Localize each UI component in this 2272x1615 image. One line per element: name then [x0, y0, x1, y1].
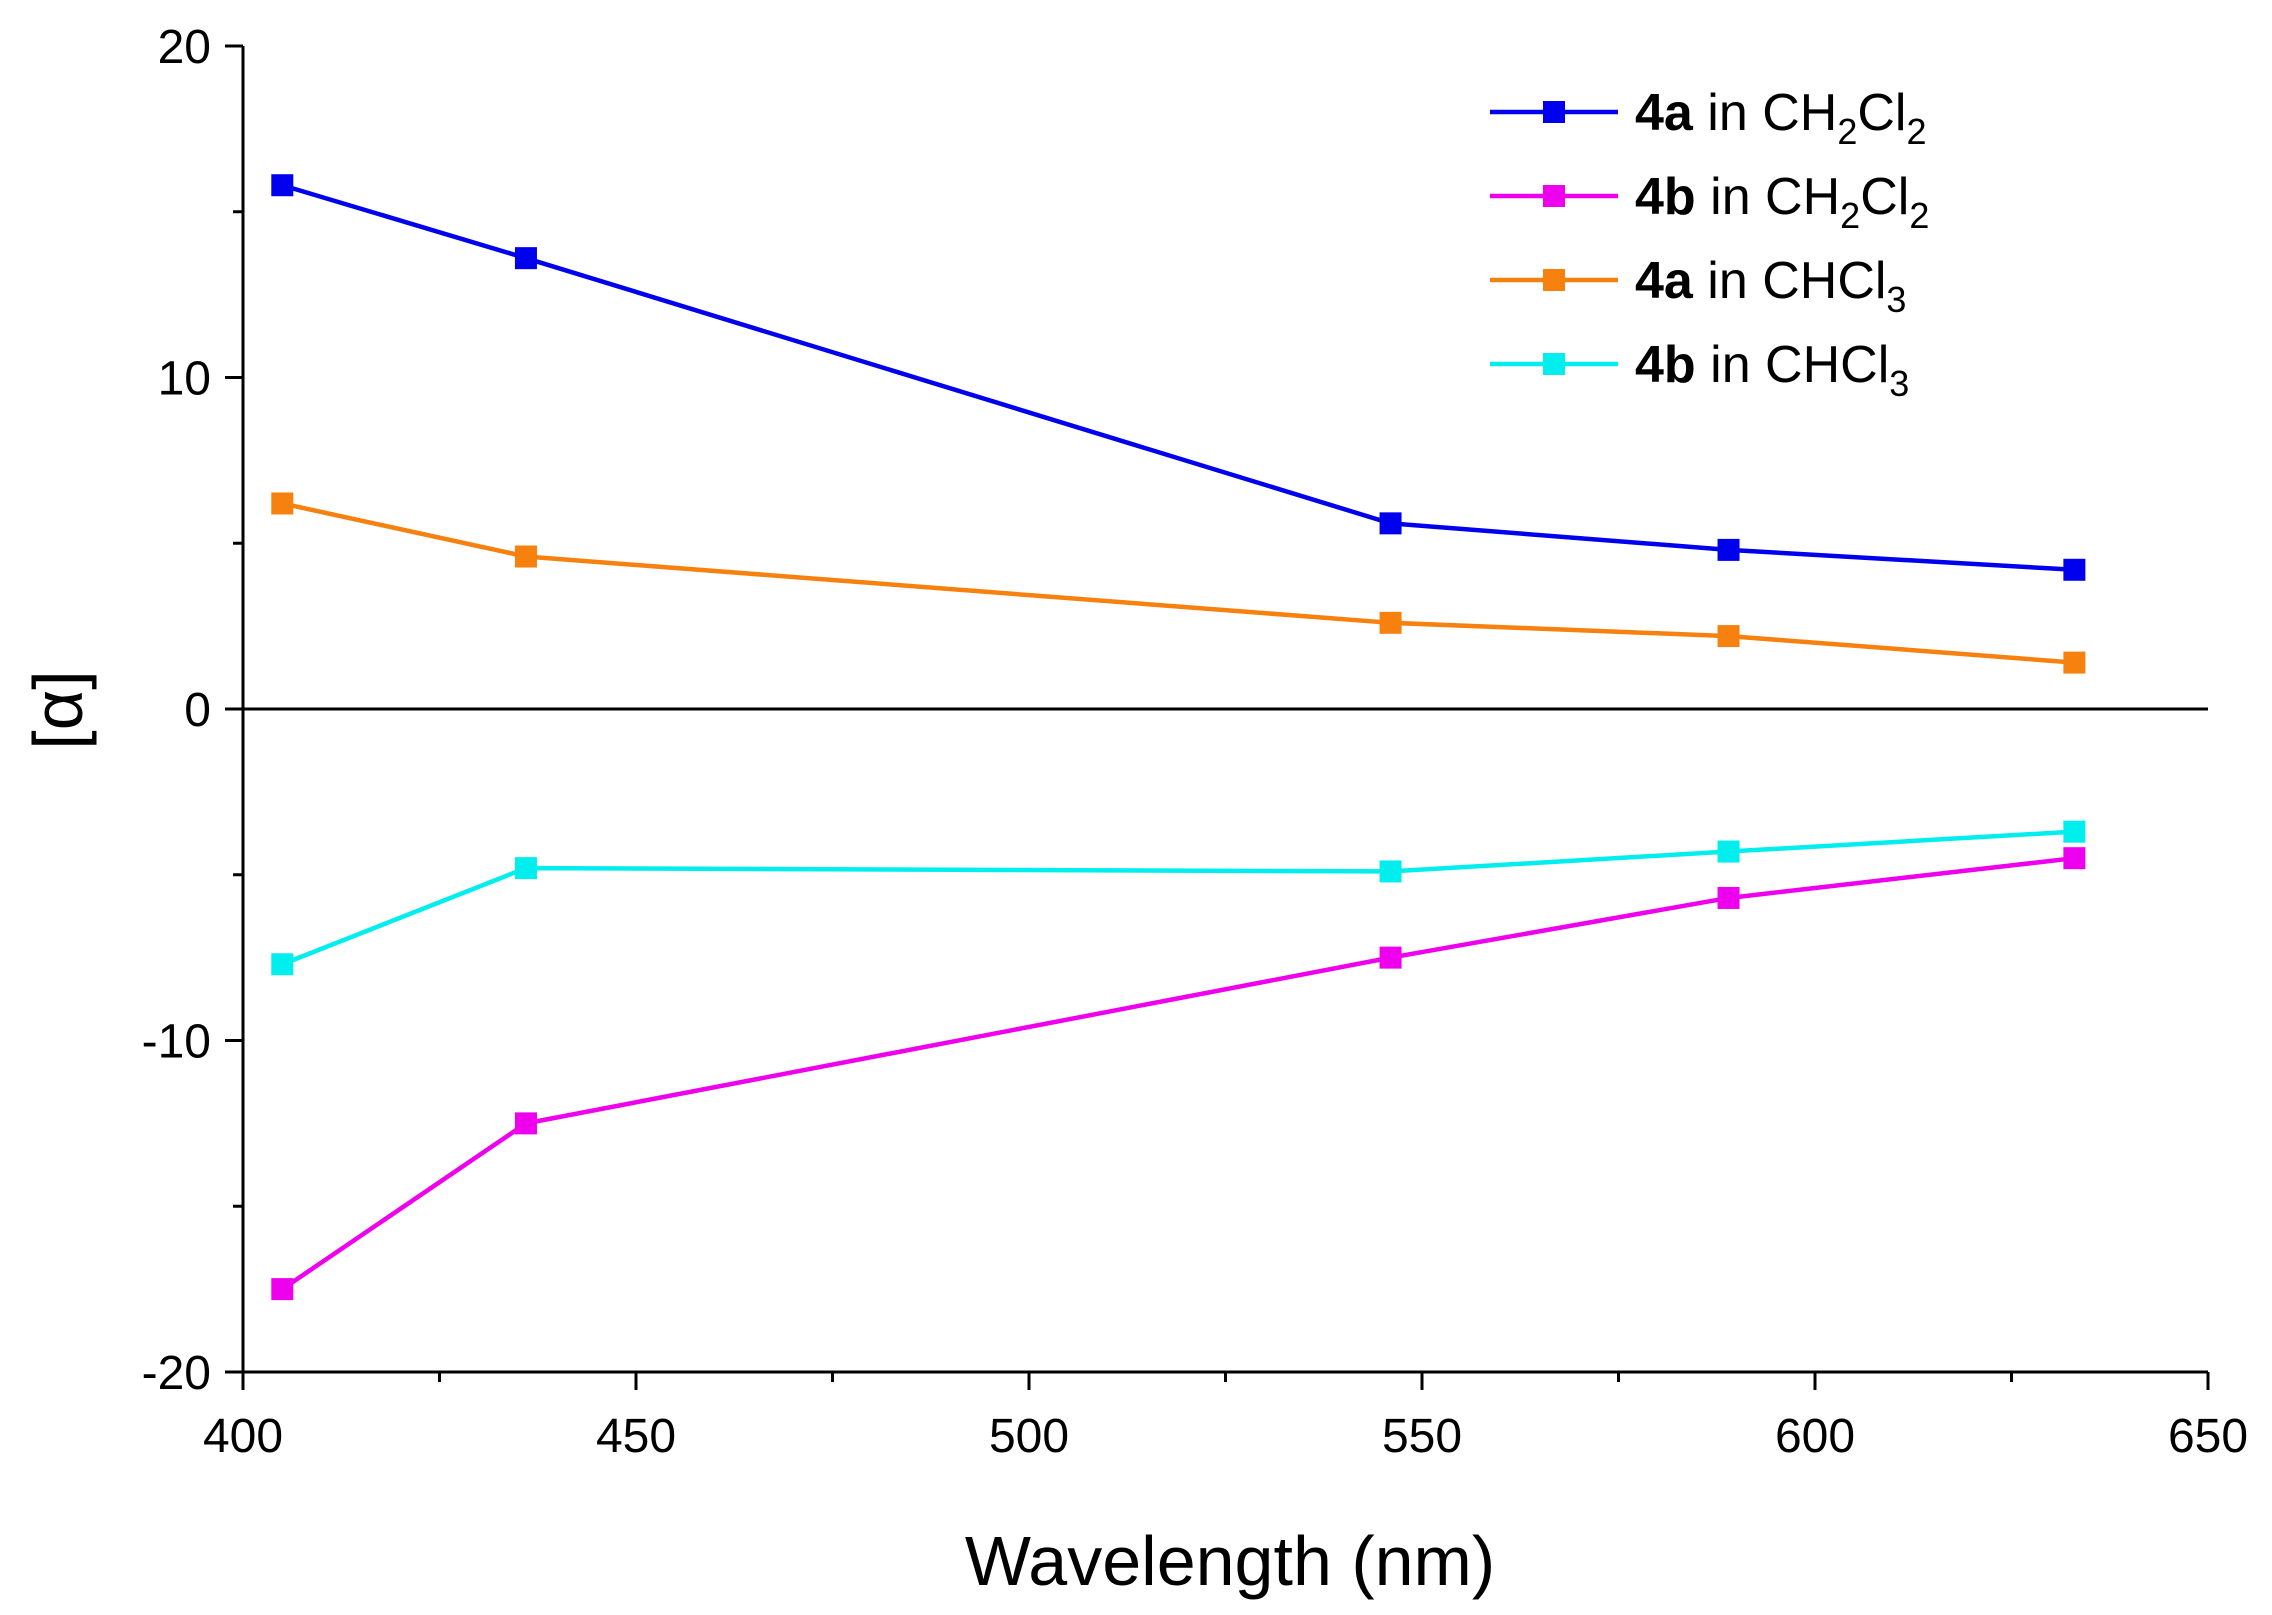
data-point: [271, 953, 294, 976]
x-tick-label: 500: [989, 1410, 1069, 1463]
series-line: [281, 855, 2075, 1291]
data-point: [2063, 820, 2086, 843]
x-tick-label: 650: [2168, 1410, 2248, 1463]
y-axis-title: [α]: [19, 670, 97, 749]
legend-marker: [1543, 269, 1565, 291]
legend-label: 4a in CH2Cl2: [1635, 84, 1927, 152]
data-point: [514, 857, 537, 880]
legend-label: 4b in CH2Cl2: [1635, 168, 1929, 236]
axes: 400 450 500 550 600 650 -20 -10 0 10 20: [142, 21, 2248, 1463]
data-point: [271, 174, 294, 197]
data-point: [514, 247, 537, 270]
data-point: [1717, 886, 1740, 909]
legend-entry: 4b in CH2Cl2: [1490, 168, 1929, 236]
legend-entry: 4a in CHCl3: [1490, 252, 1906, 320]
data-point: [2063, 558, 2086, 581]
data-point: [1717, 840, 1740, 863]
series-line: [281, 501, 2075, 665]
series-line: [281, 829, 2075, 967]
legend-entry: 4b in CHCl3: [1490, 336, 1909, 404]
x-tick-label: 400: [203, 1410, 283, 1463]
data-point: [1717, 625, 1740, 648]
data-point: [2063, 847, 2086, 870]
y-tick-label: -10: [142, 1016, 211, 1069]
series-1: [271, 174, 2086, 581]
legend-marker: [1543, 101, 1565, 123]
data-point: [514, 545, 537, 568]
data-point: [271, 1278, 294, 1301]
data-point: [1379, 946, 1402, 969]
series-layer: [271, 174, 2086, 1301]
data-point: [1379, 611, 1402, 634]
series-2: [271, 847, 2086, 1301]
data-point: [1379, 860, 1402, 883]
data-point: [1717, 538, 1740, 561]
series-4: [271, 820, 2086, 976]
legend-marker: [1543, 353, 1565, 375]
data-point: [2063, 651, 2086, 674]
data-point: [514, 1112, 537, 1135]
series-3: [271, 492, 2086, 674]
data-point: [271, 492, 294, 515]
y-tick-label: 10: [158, 353, 211, 406]
legend-label: 4b in CHCl3: [1635, 336, 1909, 404]
data-point: [1379, 512, 1402, 535]
y-tick-label: -20: [142, 1347, 211, 1400]
legend-marker: [1543, 185, 1565, 207]
y-tick-label: 20: [158, 21, 211, 74]
legend: 4a in CH2Cl2 4b in CH2Cl2 4a in CHCl3 4b in…: [1490, 84, 1929, 404]
x-tick-label: 550: [1382, 1410, 1462, 1463]
legend-label: 4a in CHCl3: [1635, 252, 1906, 320]
y-tick-label: 0: [184, 684, 211, 737]
x-tick-label: 450: [596, 1410, 676, 1463]
x-tick-label: 600: [1775, 1410, 1855, 1463]
x-axis-title: Wavelength (nm): [965, 1522, 1495, 1600]
legend-entry: 4a in CH2Cl2: [1490, 84, 1927, 152]
